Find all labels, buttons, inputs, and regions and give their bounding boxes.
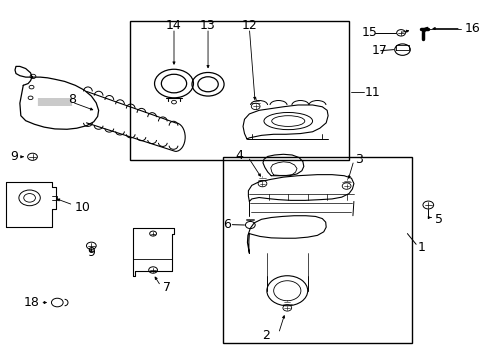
Text: 9: 9 [87, 246, 95, 258]
Text: 11: 11 [365, 86, 380, 99]
Text: 10: 10 [74, 201, 90, 214]
Text: 16: 16 [463, 22, 479, 35]
Text: 4: 4 [235, 149, 243, 162]
Bar [130, 21, 348, 160]
Text: 9: 9 [11, 150, 19, 163]
Text: 6: 6 [223, 218, 231, 231]
Text: 18: 18 [23, 296, 39, 309]
Text: 12: 12 [241, 19, 257, 32]
Text: 5: 5 [434, 213, 442, 226]
Text: 13: 13 [200, 19, 216, 32]
Text: 3: 3 [354, 153, 362, 166]
Text: 14: 14 [166, 19, 182, 32]
Text: 8: 8 [68, 93, 76, 106]
Text: 15: 15 [361, 26, 376, 39]
Text: 7: 7 [163, 282, 170, 294]
Text: 17: 17 [371, 44, 387, 57]
Text: 1: 1 [417, 241, 425, 255]
Text: 2: 2 [262, 329, 270, 342]
Bar [222, 157, 411, 342]
